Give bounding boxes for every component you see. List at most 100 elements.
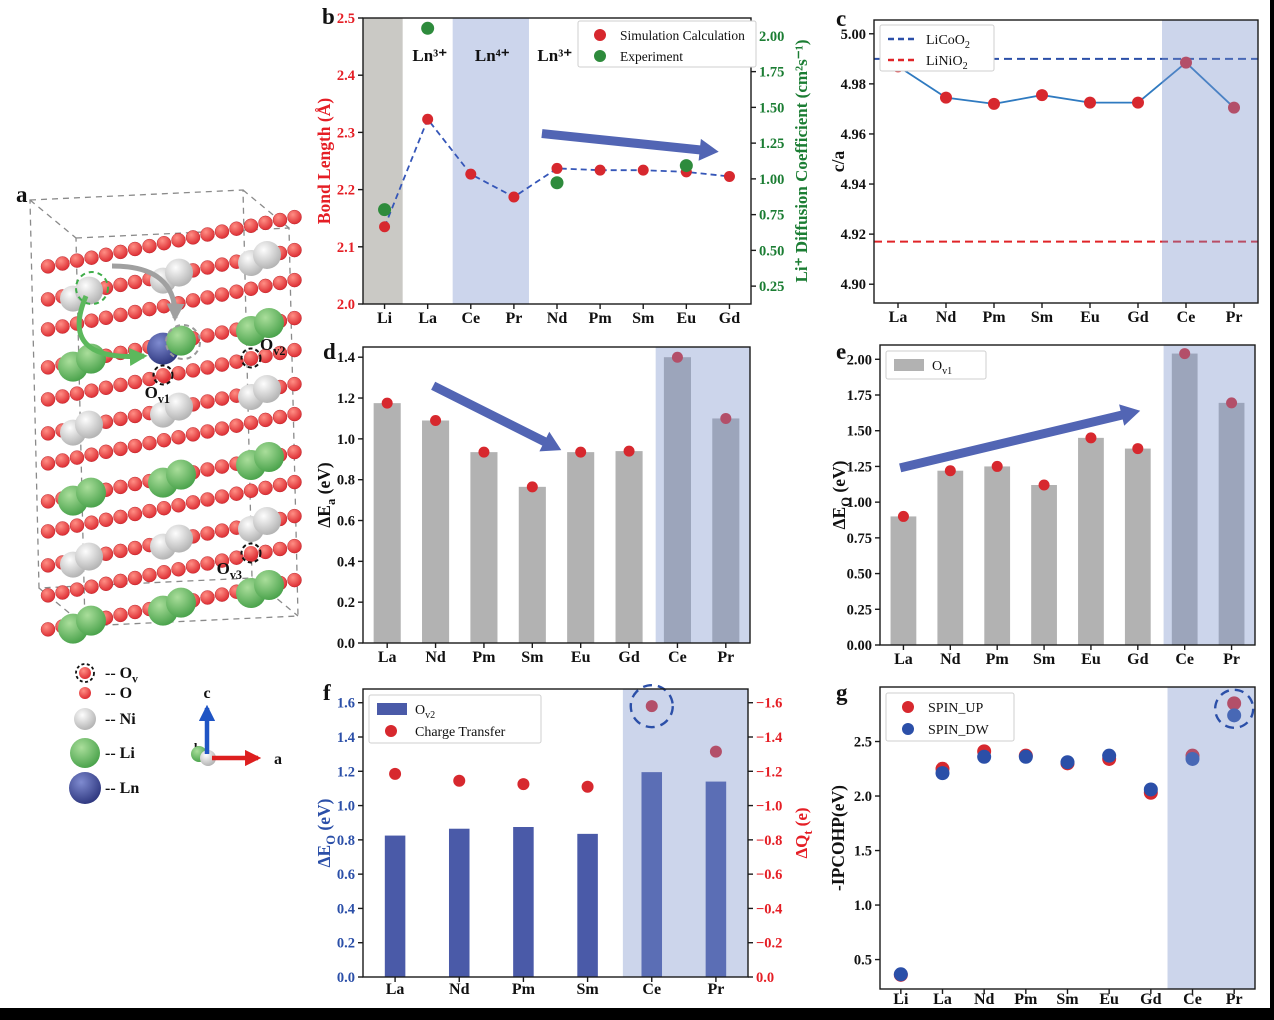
o-atom xyxy=(142,301,157,317)
ni-atom xyxy=(165,392,193,421)
o-atom xyxy=(287,272,302,288)
o-atom xyxy=(40,259,56,274)
bar xyxy=(984,466,1011,645)
legend-label: SPIN_DW xyxy=(928,723,989,738)
ni-atom xyxy=(253,241,281,269)
o-atom xyxy=(127,604,143,620)
o-atom xyxy=(287,474,302,490)
y-tick-label: 0.6 xyxy=(337,514,355,530)
x-tick-label: La xyxy=(418,310,437,327)
y-tick-label: 0.4 xyxy=(337,901,355,917)
chart-area-e: 0.00 0.25 0.50 0.75 1.00 1.25 1.50 1.75 2.00 ΔEO … xyxy=(829,344,1256,668)
o-atom xyxy=(200,360,215,375)
legend-label: SPIN_UP xyxy=(928,701,983,716)
li-atom xyxy=(254,308,284,338)
o-atom xyxy=(214,224,230,239)
bar-top-dot xyxy=(1085,432,1097,444)
y2-tick-label: −1.6 xyxy=(756,696,782,712)
y-axis-label: c/a xyxy=(828,151,848,173)
y-tick-label: 2.4 xyxy=(337,68,355,84)
data-point xyxy=(551,162,563,174)
o-atom xyxy=(156,298,172,314)
chart-area-g: 0.5 1.0 1.5 2.0 2.5 -IPCOHP(eV) Li La Nd Pm Sm Eu Gd… xyxy=(828,686,1256,1008)
x-tick-label: Li xyxy=(893,991,909,1008)
o-atom xyxy=(69,582,85,597)
y-tick-label: 1.4 xyxy=(337,350,355,366)
y-tick-label: 0.0 xyxy=(337,970,355,986)
panel-a-label: a xyxy=(16,182,28,207)
o-atom xyxy=(214,325,230,340)
o-atom xyxy=(98,512,114,527)
o-atom xyxy=(214,357,230,372)
o-atom xyxy=(200,394,215,409)
right-border xyxy=(1270,0,1274,1020)
data-point xyxy=(1180,56,1192,69)
o-atom xyxy=(55,319,70,334)
x-tick-label: Gd xyxy=(618,649,639,666)
ov-legend-swatch xyxy=(79,667,91,679)
x-tick-label: Pr xyxy=(707,981,724,998)
annotation-text: Ln³⁺ xyxy=(412,46,447,65)
y-tick-label: 4.90 xyxy=(841,277,866,293)
data-point xyxy=(679,159,693,173)
legend-box xyxy=(885,350,987,380)
o-atom xyxy=(113,411,128,427)
o-atom xyxy=(287,406,302,422)
o-atom xyxy=(127,274,143,290)
o-atom xyxy=(200,424,215,439)
x-tick-label: Ce xyxy=(1183,991,1202,1008)
bar xyxy=(1124,448,1151,645)
legend-label: Ov2 xyxy=(415,703,435,721)
o-atom xyxy=(272,212,288,228)
data-point xyxy=(940,91,952,104)
y-tick-label: 2.5 xyxy=(337,11,355,27)
o-atom xyxy=(113,607,128,623)
y-tick-label: 2.5 xyxy=(854,735,872,751)
bar xyxy=(384,835,406,977)
o-atom xyxy=(214,587,230,602)
data-point xyxy=(723,170,735,182)
y2-axis-label: Li⁺ Diffusion Coefficient (cm²s⁻¹) xyxy=(792,40,811,283)
o-atom xyxy=(200,227,215,242)
ni-atom xyxy=(75,542,103,571)
panel-c-label: c xyxy=(836,6,847,31)
x-tick-label: Nd xyxy=(974,991,995,1008)
legend-label: Ov1 xyxy=(932,359,952,377)
bond-length-diffusion-chart: Ln³⁺ Ln⁴⁺ Ln³⁺ 2.0 2.1 2.2 2.3 2.4 2.5 Bond Lengt… xyxy=(314,11,811,327)
y-tick-label: 0.50 xyxy=(847,567,872,583)
ov1-label: Ov1 xyxy=(145,383,170,406)
bar-top-dot xyxy=(1132,443,1144,455)
y-axis-label: ΔEO (eV) xyxy=(829,460,853,529)
vacancy-dashed-circle xyxy=(240,542,262,564)
o-atom xyxy=(69,253,85,268)
o-atom xyxy=(272,541,288,557)
bar-top-dot xyxy=(897,510,909,522)
x-tick-label: Sm xyxy=(632,310,655,327)
o-atom xyxy=(69,450,85,465)
c-over-a-chart: 4.90 4.92 4.94 4.96 4.98 5.00 c/a La Nd Pm Sm Eu Gd C… xyxy=(828,19,1259,326)
o-atom xyxy=(69,518,85,533)
bar xyxy=(705,781,727,977)
y2-tick-label: −0.4 xyxy=(756,901,782,917)
panel-b-label: b xyxy=(322,4,335,29)
y2-tick-label: −1.0 xyxy=(756,799,782,815)
y-tick-label: 2.00 xyxy=(847,352,872,368)
bar xyxy=(1031,485,1057,645)
x-tick-label: Pm xyxy=(472,649,496,666)
o-atom xyxy=(40,292,56,307)
y2-tick-label: −0.6 xyxy=(756,867,782,883)
o-atom xyxy=(214,421,230,436)
y2-tick-label: −0.2 xyxy=(756,936,782,952)
data-point xyxy=(465,168,477,180)
y-tick-label: 1.00 xyxy=(847,495,872,511)
o-atom xyxy=(200,492,215,507)
o-atom xyxy=(171,430,186,445)
data-point xyxy=(1036,89,1048,102)
ni-atom xyxy=(75,276,103,305)
o-atom xyxy=(113,573,128,589)
bar-top-dot xyxy=(671,351,683,363)
highlight-band xyxy=(1163,345,1255,645)
x-tick-label: Li xyxy=(377,310,393,327)
ni-atom xyxy=(165,524,193,553)
bar xyxy=(422,420,450,643)
